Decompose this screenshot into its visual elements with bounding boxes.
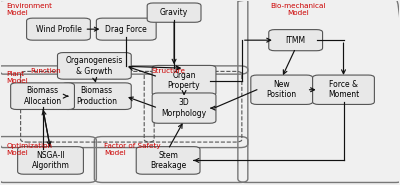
Text: ITMM: ITMM — [286, 36, 306, 45]
FancyBboxPatch shape — [136, 147, 200, 174]
FancyBboxPatch shape — [58, 53, 131, 79]
FancyBboxPatch shape — [313, 75, 374, 105]
FancyBboxPatch shape — [152, 65, 216, 96]
Text: Stem
Breakage: Stem Breakage — [150, 151, 186, 170]
Text: Environment
Model: Environment Model — [7, 4, 53, 16]
Text: Force &
Moment: Force & Moment — [328, 80, 359, 100]
Text: Plant
Model: Plant Model — [7, 71, 28, 84]
Text: Bio-mechanical
Model: Bio-mechanical Model — [270, 4, 325, 16]
FancyBboxPatch shape — [18, 147, 84, 174]
FancyBboxPatch shape — [11, 83, 74, 110]
Text: Organ
Property: Organ Property — [168, 71, 200, 90]
Text: Drag Force: Drag Force — [105, 25, 147, 34]
Text: Optimization
Model: Optimization Model — [7, 143, 53, 156]
Text: Structure: Structure — [151, 68, 185, 74]
Text: Wind Profile: Wind Profile — [36, 25, 82, 34]
Text: New
Position: New Position — [267, 80, 297, 100]
FancyBboxPatch shape — [251, 75, 313, 105]
FancyBboxPatch shape — [96, 18, 156, 40]
Text: Biomass
Allocation: Biomass Allocation — [24, 86, 62, 106]
Text: Organogenesis
& Growth: Organogenesis & Growth — [66, 56, 123, 76]
Text: Function: Function — [30, 68, 61, 74]
FancyBboxPatch shape — [62, 83, 131, 110]
Text: Biomass
Production: Biomass Production — [76, 86, 117, 106]
FancyBboxPatch shape — [27, 18, 90, 40]
FancyBboxPatch shape — [269, 30, 322, 51]
FancyBboxPatch shape — [152, 93, 216, 123]
Text: Gravity: Gravity — [160, 8, 188, 17]
Text: 3D
Morphology: 3D Morphology — [162, 98, 207, 118]
Text: Factor of Safety
Model: Factor of Safety Model — [104, 143, 161, 156]
FancyBboxPatch shape — [147, 3, 201, 22]
Text: NSGA-II
Algorithm: NSGA-II Algorithm — [32, 151, 70, 170]
